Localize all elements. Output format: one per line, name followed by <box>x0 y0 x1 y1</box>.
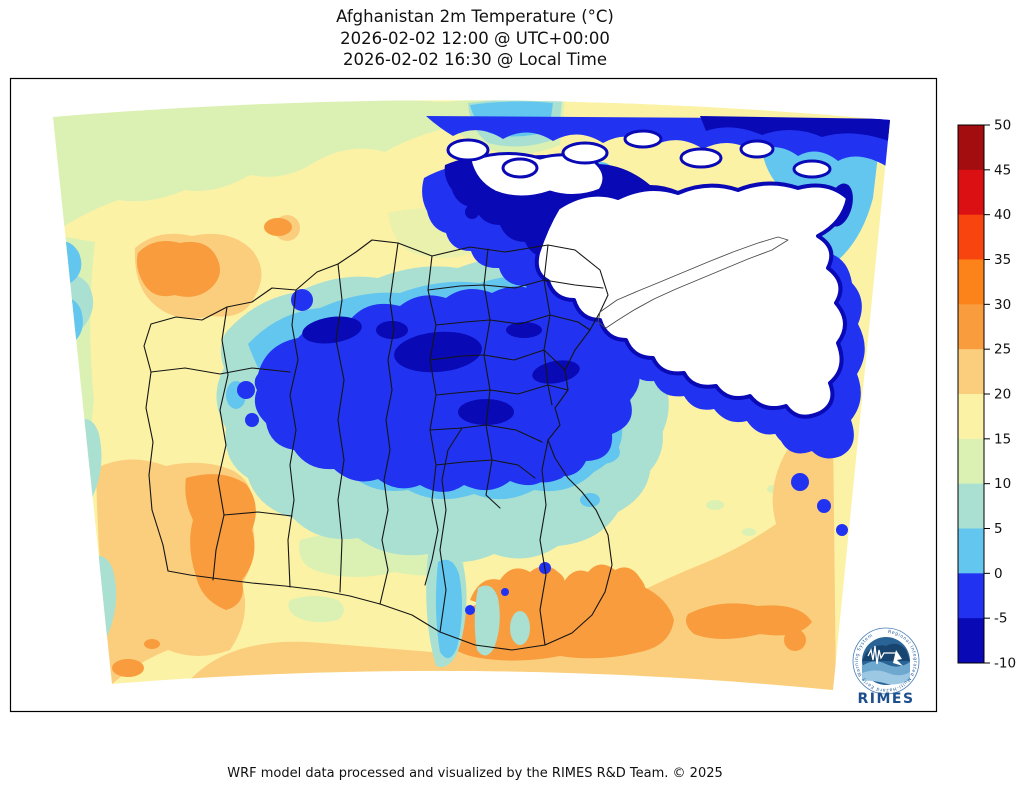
footer-credit: WRF model data processed and visualized … <box>227 766 723 781</box>
colorbar-band <box>958 169 984 216</box>
tick-label: 40 <box>994 207 1011 223</box>
colorbar-tick-labels: 50 45 40 35 30 25 20 15 10 5 0 -5 -10 <box>994 118 1016 672</box>
colorbar-bands <box>958 125 984 663</box>
province-boundaries <box>143 236 789 651</box>
plot-title: Afghanistan 2m Temperature (°C) 2026-02-… <box>0 6 950 71</box>
colorbar-band <box>958 349 984 395</box>
tick-label: 0 <box>994 566 1003 582</box>
colorbar-band <box>958 394 984 440</box>
tick-label: -5 <box>994 611 1007 627</box>
tick-label: 15 <box>994 431 1011 447</box>
tick-label: 10 <box>994 476 1011 492</box>
field-layer-orange <box>112 218 812 677</box>
title-line-2: 2026-02-02 12:00 @ UTC+00:00 <box>340 28 610 48</box>
colorbar-band <box>958 214 984 260</box>
tick-label: -10 <box>994 656 1016 672</box>
colorbar-band <box>958 125 984 171</box>
tick-label: 5 <box>994 521 1003 537</box>
tick-label: 30 <box>994 297 1011 313</box>
colorbar-band <box>958 483 984 529</box>
title-line-3: 2026-02-02 16:30 @ Local Time <box>342 50 608 69</box>
colorbar-band <box>958 259 984 305</box>
rimes-logo: Regional Integrated Multi-Hazard Early W… <box>852 627 920 707</box>
colorbar-band <box>958 573 984 619</box>
logo-wordmark: RIMES <box>857 691 914 707</box>
tick-label: 20 <box>994 387 1011 403</box>
colorbar-band <box>958 438 984 485</box>
tick-label: 25 <box>994 342 1011 358</box>
field-layer-out-of-range <box>446 129 850 419</box>
tick-label: 50 <box>994 118 1011 134</box>
colorbar: 50 45 40 35 30 25 20 15 10 5 0 -5 -10 <box>957 118 1016 672</box>
mountain-icon <box>893 650 903 666</box>
colorbar-band <box>958 304 984 350</box>
tick-label: 45 <box>994 162 1011 178</box>
temperature-field <box>53 100 890 690</box>
colorbar-band <box>958 618 984 663</box>
seismograph-icon <box>867 645 896 665</box>
colorbar-tickmarks <box>984 124 990 664</box>
tick-label: 35 <box>994 252 1011 268</box>
title-line-1: Afghanistan 2m Temperature (°C) <box>336 7 614 26</box>
colorbar-band <box>958 528 984 574</box>
